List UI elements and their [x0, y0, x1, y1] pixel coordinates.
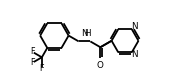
Text: F: F	[40, 64, 44, 73]
Text: F: F	[30, 47, 34, 56]
Text: F: F	[30, 58, 34, 67]
Text: N: N	[131, 22, 137, 31]
Text: N: N	[131, 50, 137, 59]
Text: O: O	[97, 61, 104, 70]
Text: N: N	[81, 29, 88, 38]
Text: H: H	[84, 29, 91, 38]
